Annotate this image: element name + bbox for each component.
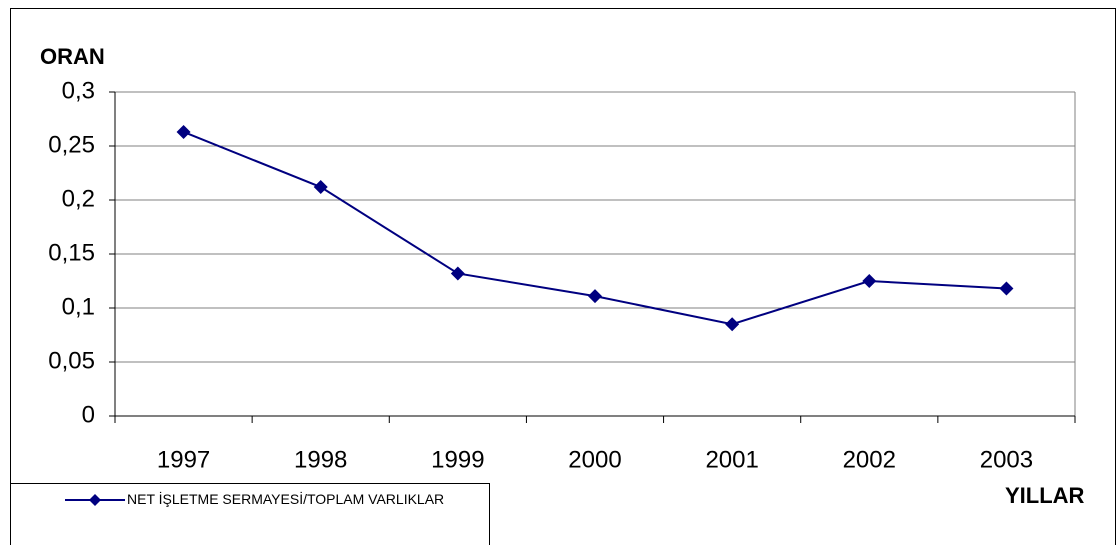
x-axis-title: YILLAR — [1005, 483, 1085, 508]
x-tick-label: 1998 — [294, 446, 347, 473]
y-tick-label: 0,15 — [48, 239, 95, 266]
x-tick-label: 2000 — [568, 446, 621, 473]
point-marker — [450, 266, 465, 281]
x-tick-label: 1999 — [431, 446, 484, 473]
point-marker — [176, 124, 191, 139]
point-marker — [313, 180, 328, 195]
x-tick-label: 2001 — [705, 446, 758, 473]
x-tick-label: 2003 — [980, 446, 1033, 473]
legend-marker — [89, 494, 101, 506]
point-marker — [862, 274, 877, 288]
legend-label: NET İŞLETME SERMAYESİ/TOPLAM VARLIKLAR — [127, 491, 445, 507]
chart-border — [10, 8, 1116, 545]
y-tick-label: 0,25 — [48, 131, 95, 158]
y-axis-title: ORAN — [40, 44, 105, 69]
point-marker — [725, 317, 740, 332]
legend-box — [10, 483, 490, 545]
x-tick-label: 2002 — [843, 446, 896, 473]
y-tick-label: 0,2 — [62, 185, 95, 212]
y-tick-label: 0,05 — [48, 347, 95, 374]
point-marker — [588, 289, 602, 304]
y-tick-label: 0 — [82, 401, 95, 428]
y-tick-label: 0,3 — [62, 77, 95, 104]
y-tick-label: 0,1 — [62, 293, 95, 320]
x-tick-label: 1997 — [157, 446, 210, 473]
point-marker — [999, 281, 1014, 296]
